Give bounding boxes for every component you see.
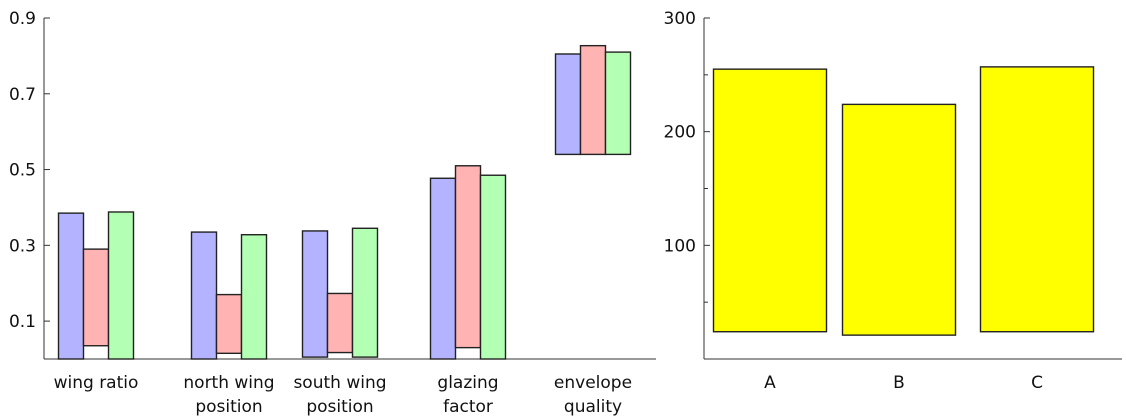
- left-x-category-label: position: [195, 397, 262, 417]
- right-bar: [979, 66, 1095, 333]
- left-bar: [301, 230, 329, 358]
- left-bar: [57, 212, 85, 360]
- left-bar: [326, 292, 354, 354]
- left-bar: [107, 211, 135, 360]
- left-bar: [429, 177, 457, 360]
- left-bar: [604, 51, 632, 156]
- right-y-tick-label: 100: [664, 236, 696, 256]
- right-chart: 100 200 300 A B C: [664, 9, 1122, 393]
- left-x-category-label: glazing: [437, 373, 498, 393]
- left-y-tick-label: 0.7: [9, 85, 36, 105]
- left-x-category-label: south wing: [293, 373, 386, 393]
- right-y-tick-label: 300: [664, 9, 696, 29]
- left-x-category-label: envelope: [554, 373, 632, 393]
- left-x-category-label: quality: [564, 397, 622, 417]
- left-bar: [479, 174, 507, 360]
- left-bar: [554, 53, 582, 156]
- left-y-tick-label: 0.3: [9, 236, 36, 256]
- right-x-category-label: B: [893, 373, 905, 393]
- left-bar: [82, 248, 110, 347]
- right-bar: [712, 68, 828, 333]
- left-y-tick-label: 0.9: [9, 9, 36, 29]
- left-y-tick-label: 0.1: [9, 312, 36, 332]
- left-bar: [190, 231, 218, 360]
- left-x-category-label: position: [306, 397, 373, 417]
- left-y-tick-label: 0.5: [9, 161, 36, 181]
- right-x-category-label: C: [1031, 373, 1043, 393]
- left-bar: [240, 234, 268, 360]
- left-x-category-label: wing ratio: [54, 373, 139, 393]
- left-x-category-label: north wing: [183, 373, 274, 393]
- right-bar: [841, 103, 957, 336]
- left-bar: [351, 227, 379, 358]
- left-bar: [454, 165, 482, 349]
- left-bar: [215, 293, 243, 355]
- left-chart: 0.1 0.3 0.5 0.7 0.9 wing ratio north wing posit…: [9, 9, 656, 417]
- right-y-tick-label: 200: [664, 123, 696, 143]
- right-x-category-label: A: [764, 373, 776, 393]
- left-x-category-label: factor: [443, 397, 493, 417]
- left-bar: [579, 44, 607, 156]
